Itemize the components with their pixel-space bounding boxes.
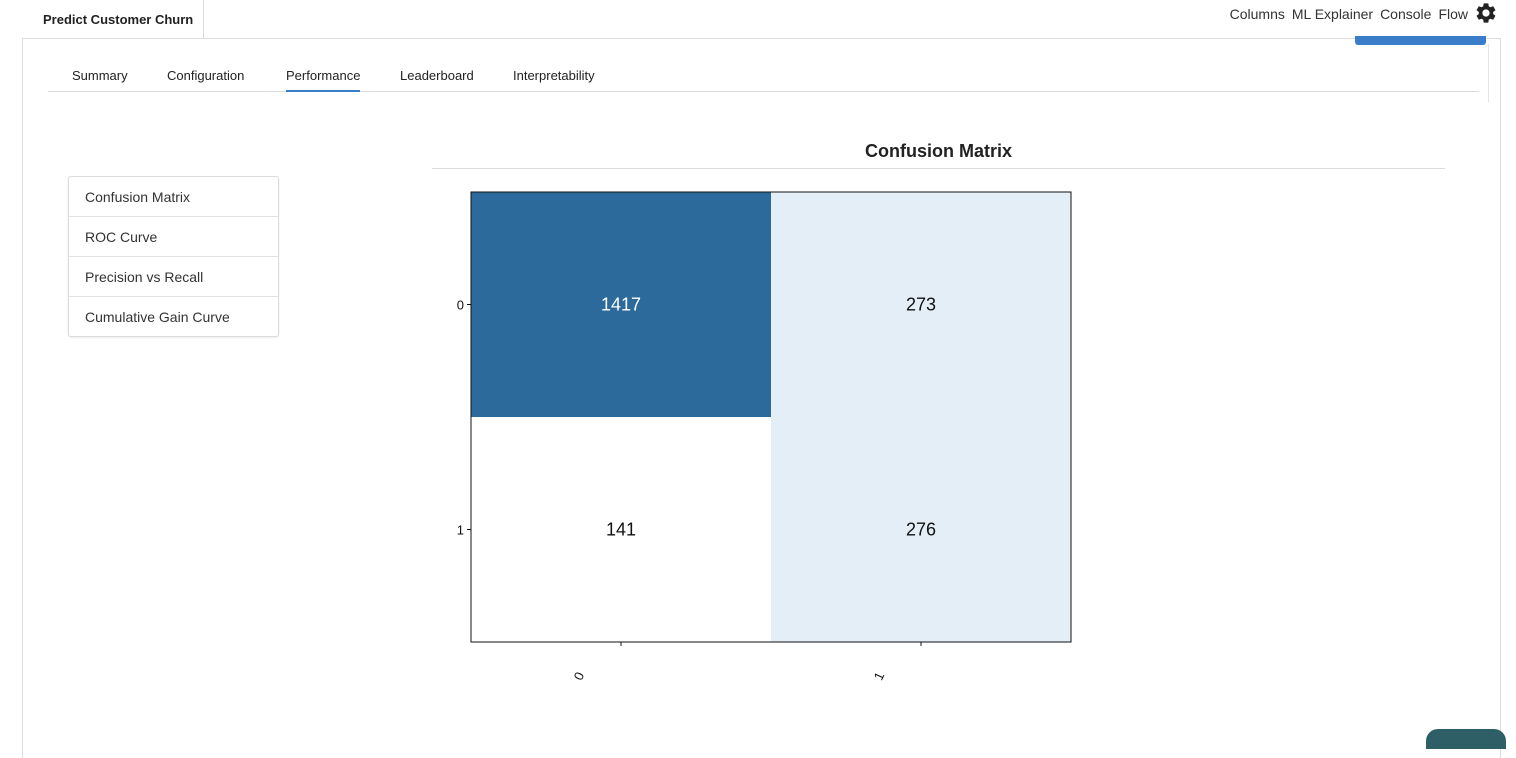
tab-bar: Summary Configuration Performance Leader… bbox=[48, 60, 1479, 92]
menu-item-roc-curve[interactable]: ROC Curve bbox=[69, 217, 278, 257]
floating-help-button[interactable] bbox=[1426, 729, 1506, 749]
chart-title: Confusion Matrix bbox=[432, 141, 1445, 169]
cell-value-label: 273 bbox=[906, 295, 936, 315]
menu-item-precision-vs-recall[interactable]: Precision vs Recall bbox=[69, 257, 278, 297]
nav-columns-link[interactable]: Columns bbox=[1229, 6, 1285, 22]
menu-item-cumulative-gain-curve[interactable]: Cumulative Gain Curve bbox=[85, 309, 230, 325]
top-bar: Predict Customer Churn Columns ML Explai… bbox=[0, 0, 1516, 38]
matrix-frame bbox=[470, 191, 1072, 643]
menu-item-confusion-matrix[interactable]: Confusion Matrix bbox=[69, 177, 278, 217]
cell-value-label: 276 bbox=[906, 520, 936, 540]
tab-configuration[interactable]: Configuration bbox=[167, 68, 245, 83]
cell-value-label: 1417 bbox=[601, 295, 641, 315]
tab-interpretability[interactable]: Interpretability bbox=[513, 68, 595, 83]
nav-ml-explainer-link[interactable]: ML Explainer bbox=[1291, 6, 1374, 22]
tab-leaderboard[interactable]: Leaderboard bbox=[400, 68, 474, 83]
nav-flow-link[interactable]: Flow bbox=[1438, 6, 1468, 22]
matrix-cell bbox=[471, 417, 771, 642]
matrix-cell bbox=[771, 192, 1071, 417]
top-nav: Columns ML Explainer Console Flow bbox=[1230, 6, 1468, 22]
divider bbox=[1488, 44, 1489, 102]
chart-type-menu: Confusion Matrix ROC Curve Precision vs … bbox=[68, 176, 279, 337]
matrix-cell bbox=[771, 417, 1071, 642]
main-panel bbox=[22, 38, 1501, 758]
x-tick-label: 1 bbox=[871, 670, 888, 683]
tab-summary[interactable]: Summary bbox=[72, 68, 128, 83]
project-title: Predict Customer Churn bbox=[22, 0, 204, 38]
confusion-matrix-chart: 1417 273 141 276 0 1 0 1 bbox=[457, 191, 1072, 683]
gear-icon[interactable] bbox=[1474, 1, 1498, 25]
tab-performance[interactable]: Performance bbox=[286, 68, 361, 92]
matrix-cell bbox=[471, 192, 771, 417]
nav-console-link[interactable]: Console bbox=[1380, 6, 1432, 22]
y-tick-label: 1 bbox=[457, 523, 464, 538]
x-tick-label: 0 bbox=[571, 670, 588, 683]
action-button[interactable] bbox=[1355, 36, 1486, 45]
cell-value-label: 141 bbox=[606, 520, 636, 540]
y-tick-label: 0 bbox=[457, 298, 464, 313]
